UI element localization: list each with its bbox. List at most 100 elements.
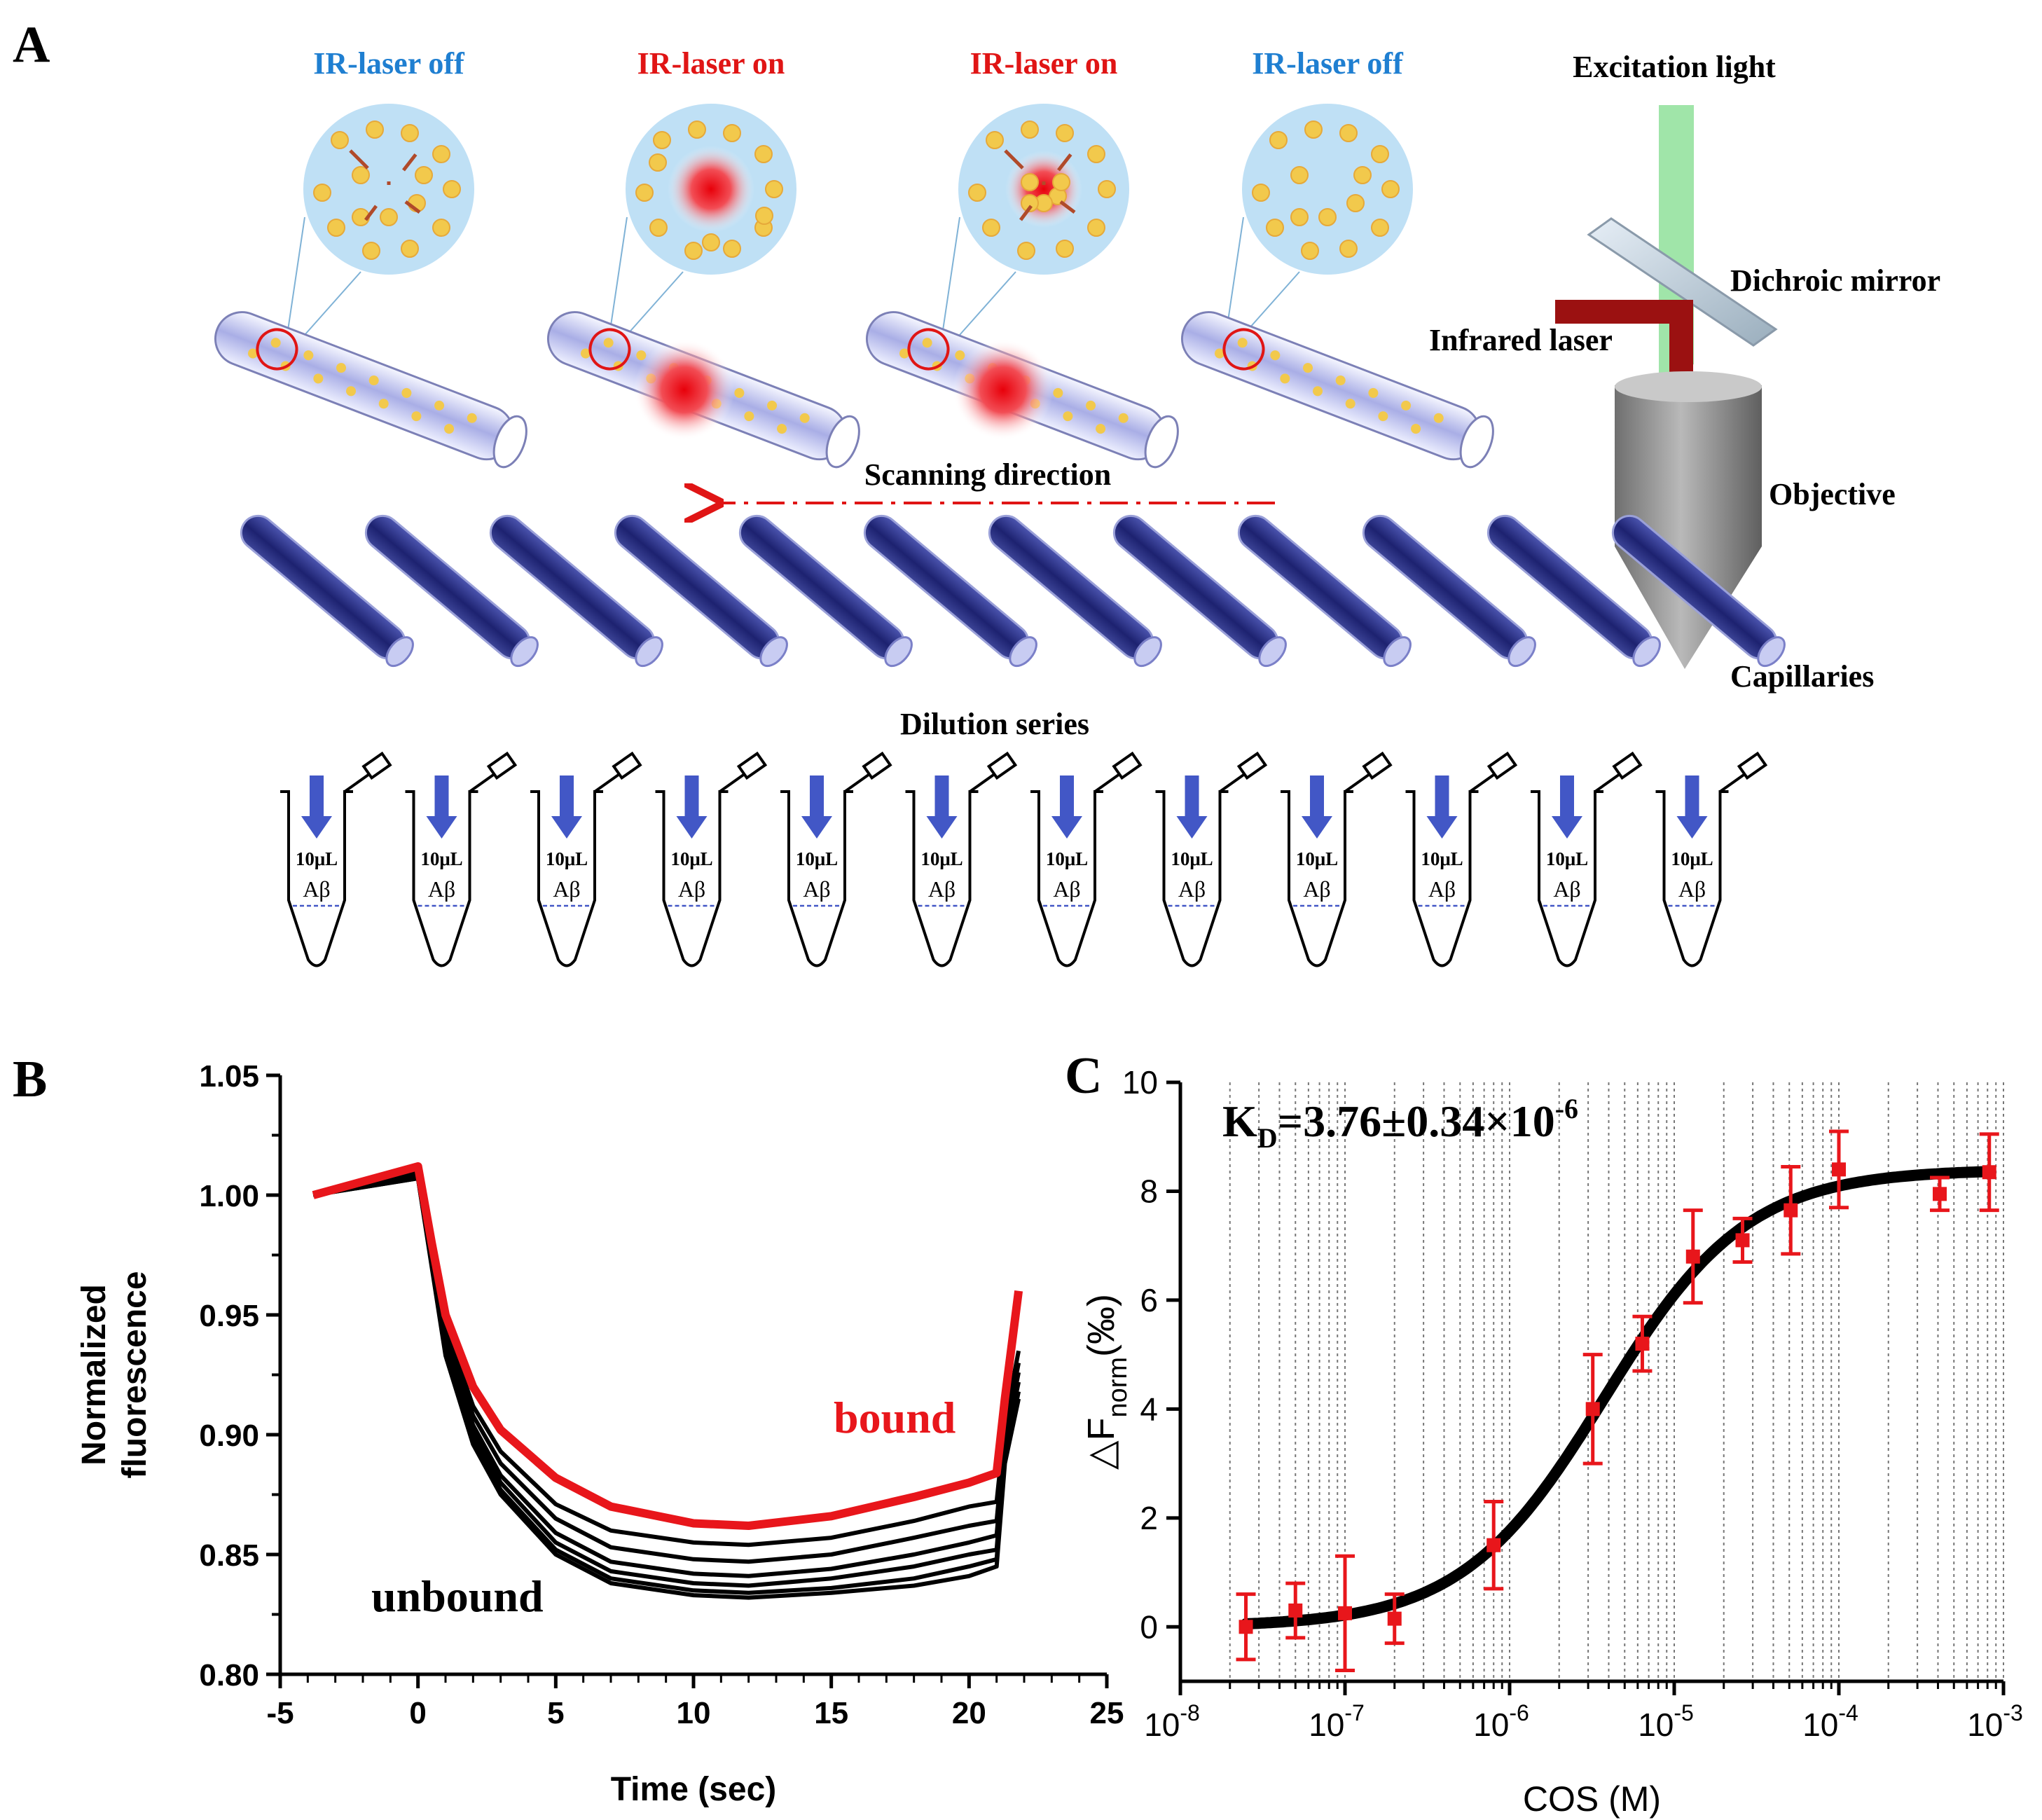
molecule-dot [649, 153, 667, 172]
tube-outline [905, 790, 979, 967]
tube-lid-hinge [1594, 771, 1623, 793]
molecule-dot [401, 124, 419, 142]
label-infrared-laser: Infrared laser [1429, 323, 1613, 357]
tube-droplet [434, 400, 445, 411]
label-dichroic-mirror: Dichroic mirror [1730, 263, 1940, 298]
tube-sample-label: Aβ [553, 876, 580, 902]
tube-lid [612, 751, 642, 780]
tube-sample-label: Aβ [1053, 876, 1080, 902]
tube-droplet [799, 413, 810, 423]
tube-volume-label: 10μL [546, 848, 588, 869]
tube-lid [1362, 751, 1393, 780]
tube-volume-label: 10μL [1546, 848, 1588, 869]
magnified-view [609, 104, 796, 336]
molecule-dot [1353, 166, 1372, 184]
series-line-unbound [312, 1171, 1021, 1564]
pipette-arrow-head [301, 816, 332, 839]
capillary [1237, 514, 1412, 668]
sample-tube [546, 311, 860, 469]
tube-droplet [313, 373, 324, 384]
dilution-tube: 10μL Aβ [1281, 751, 1393, 967]
tube-body [214, 311, 515, 461]
tube-volume-label: 10μL [1296, 848, 1338, 869]
tube-droplet [744, 411, 754, 422]
tube-lid [1112, 751, 1143, 780]
molecule-dot [649, 219, 668, 237]
movement-arrow [1019, 205, 1033, 221]
tube-droplet [1368, 387, 1379, 398]
dilution-tube: 10μL Aβ [1405, 751, 1518, 967]
molecule-dot [362, 242, 380, 260]
tube-volume-label: 10μL [1671, 848, 1713, 869]
tube-droplet [444, 424, 455, 434]
x-axis-title: Time (sec) [611, 1771, 777, 1808]
data-point [1387, 1611, 1402, 1626]
zoom-guide-line [287, 216, 305, 336]
capillary [988, 514, 1162, 668]
tube-lid-hinge [1094, 771, 1123, 793]
sample-highlight-circle [256, 328, 298, 371]
tube-droplet [368, 375, 379, 386]
tube-lid-hinge [343, 771, 373, 793]
tube-volume-label: 10μL [1171, 848, 1213, 869]
tube-sample-label: Aβ [428, 876, 455, 902]
tube-sample-label: Aβ [928, 876, 956, 902]
tube-sample-label: Aβ [303, 876, 330, 902]
sample-highlight-circle [588, 328, 631, 371]
tube-droplet [734, 387, 745, 398]
molecule-dot [684, 242, 703, 260]
label-scanning-direction: Scanning direction [864, 457, 1111, 492]
molecule-dot [1318, 208, 1337, 226]
schematic: IR-laser off IR-laser on IR-laser on IR-las… [214, 46, 1940, 967]
capillary [863, 514, 1037, 668]
y-tick-label: 6 [1140, 1282, 1158, 1318]
molecule-dot [1052, 173, 1070, 191]
molecule-dot [1017, 242, 1035, 260]
laser-state-title: IR-laser off [1252, 46, 1404, 81]
x-tick-label: 10-8 [1144, 1700, 1200, 1743]
tube-droplet [303, 350, 314, 361]
ir-heat-spot [952, 339, 1054, 441]
tube-droplet [270, 338, 281, 348]
pipette-arrow-head [676, 816, 708, 839]
panel-label-a: A [13, 16, 50, 74]
capillary-end [759, 636, 788, 668]
series-line-bound [312, 1162, 1023, 1530]
zoom-guide-line [941, 216, 960, 336]
pipette-arrow-head [926, 816, 958, 839]
tube-outline [530, 790, 603, 967]
pipette-arrow-head [1302, 816, 1332, 839]
dilution-tube: 10μL Aβ [280, 751, 392, 967]
molecule-dot [352, 166, 370, 184]
y-axis-title-line: fluorescence [116, 1271, 153, 1478]
sample-highlight-circle [1222, 328, 1265, 371]
kd-k: K [1222, 1096, 1257, 1146]
molecule-dot [723, 240, 741, 258]
tube-lid-hinge [719, 771, 747, 793]
capillary-end [1632, 636, 1661, 668]
molecule-dot [380, 208, 398, 226]
tube-droplet [1270, 350, 1281, 361]
dilution-tube: 10μL Aβ [905, 751, 1018, 967]
tube-droplet [1411, 424, 1421, 434]
pipette-arrow-head [1552, 816, 1582, 839]
y-tick-label: 0.80 [199, 1658, 259, 1693]
tube-outline [780, 790, 853, 967]
tube-droplet [955, 350, 965, 361]
capillary-end [1757, 636, 1786, 668]
x-tick-label-exponent: -6 [1509, 1700, 1529, 1725]
label-excitation-light: Excitation light [1573, 50, 1776, 84]
tube-droplet [247, 348, 258, 359]
tube-outline [1655, 790, 1729, 967]
sample-highlight-circle [907, 328, 950, 371]
data-point [1486, 1538, 1501, 1552]
objective-cone [1615, 546, 1762, 669]
tube-volume-label: 10μL [1421, 848, 1463, 869]
tube-end [1459, 415, 1494, 469]
tube-sample-label: Aβ [1553, 876, 1580, 902]
tube-volume-label: 10μL [296, 848, 338, 869]
x-tick-label-base: 10 [1144, 1707, 1180, 1743]
tube-sample-label: Aβ [1178, 876, 1206, 902]
tube-outline [280, 790, 353, 967]
laser-state-title: IR-laser on [637, 46, 785, 81]
